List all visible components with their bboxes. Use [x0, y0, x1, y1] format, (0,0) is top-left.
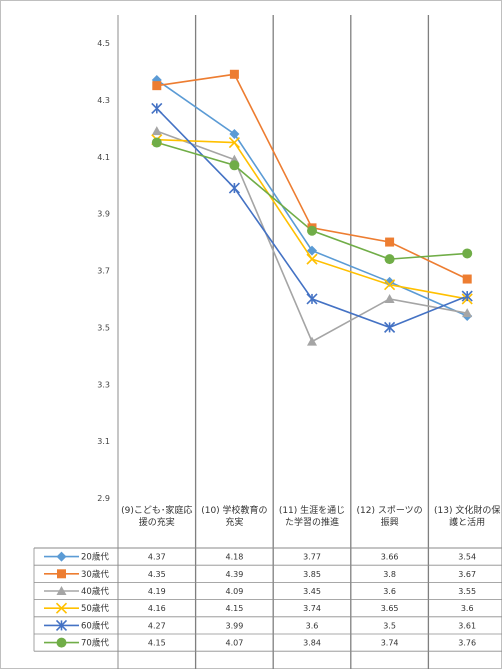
star-marker — [55, 619, 68, 631]
table-cell: 4.35 — [148, 570, 166, 579]
table-cell: 3.45 — [303, 587, 321, 596]
table-cell: 4.15 — [225, 604, 243, 613]
star-marker — [384, 321, 396, 333]
table-cell: 4.07 — [225, 639, 243, 648]
legend-label: 20歳代 — [81, 552, 109, 563]
table-cell: 3.8 — [383, 570, 396, 579]
table-cell: 4.39 — [225, 570, 243, 579]
table-cell: 4.19 — [148, 587, 166, 596]
diamond-marker — [307, 245, 317, 256]
y-axis: 2.9 3.1 3.3 3.5 3.7 3.9 4.1 4.3 4.5 — [97, 39, 110, 503]
table-cell: 3.77 — [303, 553, 321, 562]
table-cell: 3.65 — [381, 604, 399, 613]
category-label: (10) 学校教育の充実 — [201, 506, 268, 528]
series-line — [156, 79, 468, 317]
star-marker — [306, 293, 318, 305]
table-cell: 4.27 — [148, 621, 166, 630]
triangle-marker — [56, 586, 67, 595]
table-cell: 3.54 — [458, 553, 476, 562]
y-tick-label: 4.5 — [97, 39, 110, 48]
table-cell: 3.61 — [458, 621, 476, 630]
circle-marker — [56, 637, 67, 648]
series-line — [156, 141, 468, 260]
table-cell: 4.09 — [225, 587, 243, 596]
y-tick-label: 3.3 — [97, 380, 110, 389]
triangle-marker — [462, 308, 473, 318]
star-marker — [461, 290, 473, 302]
x-marker-stroke — [228, 136, 240, 149]
table-cell: 3.76 — [458, 639, 476, 648]
triangle-marker — [384, 293, 395, 303]
series-markers — [151, 69, 473, 346]
table-cell: 3.55 — [458, 587, 476, 596]
category-label: (11) 生涯を通じた学習の推進 — [278, 506, 346, 528]
x-marker — [55, 602, 68, 614]
circle-marker — [151, 137, 162, 148]
x-marker — [228, 136, 240, 149]
table-cell: 4.16 — [148, 604, 166, 613]
x-marker — [306, 253, 318, 265]
y-tick-label: 3.1 — [97, 437, 110, 446]
x-marker-stroke — [55, 602, 68, 614]
x-marker — [384, 279, 396, 291]
table-cell: 3.67 — [458, 570, 476, 579]
diamond-marker — [384, 276, 395, 287]
circle-marker — [307, 225, 317, 236]
y-tick-label: 3.5 — [97, 323, 110, 332]
legend-label: 50歳代 — [81, 603, 109, 614]
series-line — [156, 138, 468, 300]
grid-lines — [117, 15, 430, 669]
table-cell: 3.74 — [381, 639, 399, 648]
table-cell: 3.5 — [383, 621, 396, 630]
square-marker — [385, 237, 395, 247]
circle-marker — [384, 254, 395, 265]
legend-label: 60歳代 — [81, 620, 109, 631]
diamond-marker — [56, 551, 67, 562]
diamond-marker — [229, 129, 240, 139]
star-marker — [151, 102, 163, 114]
series-line — [156, 130, 468, 343]
table-cell: 3.6 — [383, 587, 396, 596]
square-marker — [152, 81, 162, 91]
table-cell: 3.85 — [303, 570, 321, 579]
category-label: (12) スポーツの振興 — [356, 506, 423, 528]
table-cell: 3.74 — [303, 604, 321, 613]
y-tick-label: 2.9 — [97, 494, 110, 503]
x-marker-stroke — [306, 253, 318, 265]
category-label: (13) 文化財の保護と活用 — [434, 506, 501, 528]
square-marker — [462, 274, 472, 284]
y-tick-label: 4.1 — [97, 153, 110, 162]
triangle-marker — [307, 336, 317, 346]
table-cell: 4.18 — [225, 553, 243, 562]
y-tick-label: 3.7 — [97, 267, 110, 276]
legend-label: 30歳代 — [81, 569, 109, 580]
table-cell: 3.6 — [461, 604, 474, 613]
y-tick-label: 3.9 — [97, 210, 110, 219]
table-cell: 3.84 — [303, 639, 321, 648]
square-marker — [229, 69, 239, 79]
table-cell: 3.99 — [225, 621, 243, 630]
circle-marker — [229, 160, 240, 171]
category-label: (9)こども･家庭応援の充実 — [121, 506, 193, 528]
table-cell: 4.15 — [148, 639, 166, 648]
table-cell: 3.6 — [306, 621, 319, 630]
legend-label: 70歳代 — [81, 638, 109, 649]
x-marker-stroke — [384, 279, 396, 291]
square-marker — [57, 569, 66, 579]
star-marker — [228, 182, 240, 194]
y-tick-label: 4.3 — [97, 96, 110, 105]
legend-label: 40歳代 — [81, 586, 109, 597]
circle-marker — [462, 248, 473, 259]
triangle-marker — [151, 126, 162, 136]
table-cell: 4.37 — [148, 553, 166, 562]
table-cell: 3.66 — [381, 553, 399, 562]
